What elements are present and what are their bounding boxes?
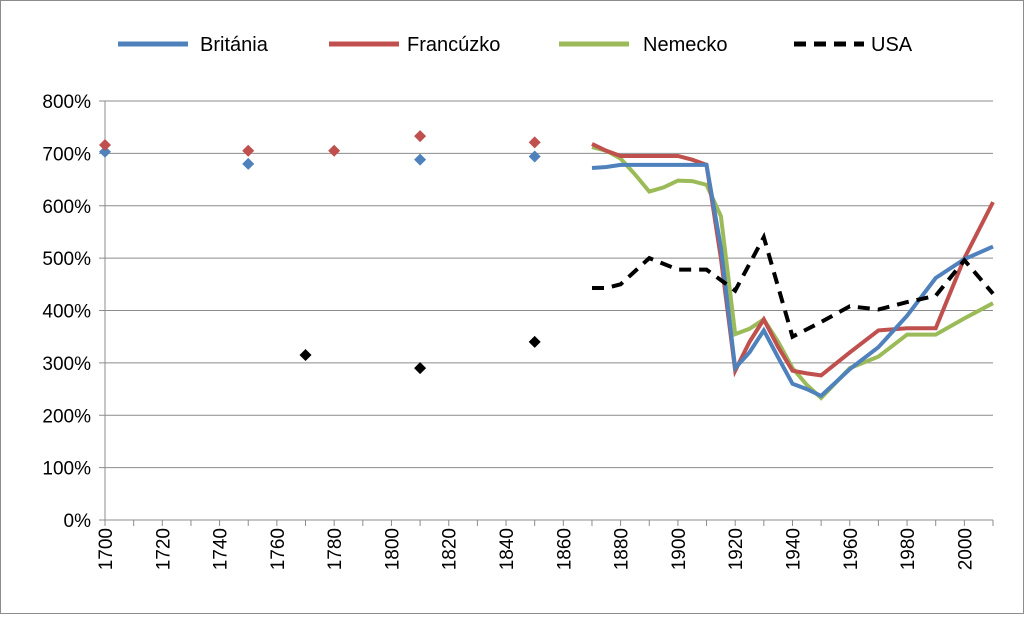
y-tick-label: 700% [42, 144, 91, 165]
data-point-marker [414, 362, 427, 375]
legend-label: Nemecko [643, 34, 727, 56]
data-point-marker [528, 150, 541, 163]
axis-layer: 0% 100% 200% 300% 400% 500% 600% 700% 800% 1700 17… [42, 92, 994, 570]
x-tick-label: 1700 [96, 528, 117, 570]
legend-label: Francúzko [407, 34, 500, 56]
legend: Británia Francúzko Nemecko USA [118, 34, 913, 56]
data-point-marker [99, 145, 111, 158]
y-tick-label: 800% [42, 92, 91, 113]
legend-label: USA [871, 34, 913, 56]
series-line [592, 231, 995, 340]
data-point-marker [414, 130, 427, 143]
y-tick-label: 500% [42, 249, 91, 270]
series-line [591, 145, 994, 401]
series-layer [99, 130, 995, 401]
x-tick-label: 1920 [726, 528, 747, 570]
x-tick-label: 1720 [153, 528, 174, 570]
series-line [591, 162, 994, 399]
data-point-marker [242, 144, 255, 157]
x-tick-label: 1760 [268, 528, 289, 570]
data-point-marker [528, 335, 541, 348]
legend-label: Británia [200, 34, 269, 56]
x-tick-label: 2000 [955, 528, 976, 570]
y-tick-label: 400% [42, 302, 91, 323]
x-tick-label: 1740 [211, 528, 232, 570]
x-tick-label: 1840 [497, 528, 518, 570]
y-tick-label: 0% [64, 511, 92, 532]
data-point-marker [328, 144, 341, 157]
y-tick-label: 100% [42, 459, 91, 480]
x-tick-label: 1940 [783, 528, 804, 570]
grid-layer [105, 100, 993, 469]
x-tick-label: 1820 [440, 528, 461, 570]
x-tick-label: 1960 [841, 528, 862, 570]
x-tick-label: 1880 [612, 528, 633, 570]
x-tick-label: 1800 [382, 528, 403, 570]
x-tick-label: 1980 [898, 528, 919, 570]
data-point-marker [99, 138, 111, 151]
x-tick-label: 1900 [669, 528, 690, 570]
data-point-marker [242, 157, 255, 170]
x-tick-label: 1780 [325, 528, 346, 570]
y-tick-label: 600% [42, 197, 91, 218]
data-point-marker [528, 136, 541, 149]
y-tick-label: 300% [42, 354, 91, 375]
data-point-marker [414, 153, 427, 166]
y-tick-label: 200% [42, 406, 91, 427]
x-tick-label: 1860 [554, 528, 575, 570]
data-point-marker [299, 349, 312, 362]
